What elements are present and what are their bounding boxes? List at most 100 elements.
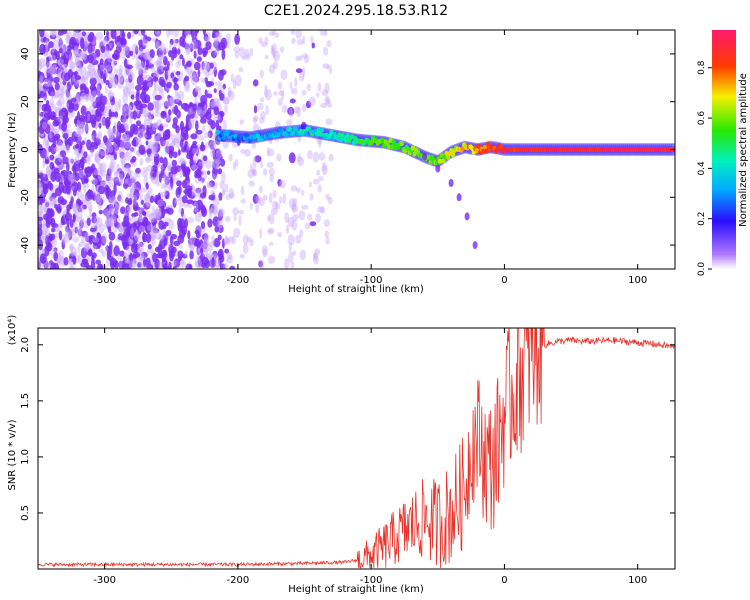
- noise-blob: [189, 243, 196, 250]
- noise-blob: [103, 73, 106, 84]
- noise-blob: [55, 69, 60, 75]
- noise-blob: [98, 122, 102, 129]
- noise-blob: [59, 144, 67, 153]
- noise-blob: [38, 179, 42, 188]
- noise-blob: [79, 204, 84, 214]
- noise-blob: [95, 217, 103, 228]
- noise-blob: [165, 139, 169, 145]
- noise-blob: [46, 164, 50, 176]
- noise-blob: [129, 188, 134, 199]
- noise-blob: [152, 121, 160, 129]
- noise-blob: [185, 173, 189, 182]
- noise-blob: [322, 161, 327, 172]
- noise-blob: [269, 241, 274, 247]
- noise-blob: [45, 42, 49, 53]
- noise-blob: [215, 158, 222, 165]
- noise-blob: [122, 123, 129, 129]
- noise-blob: [73, 118, 78, 125]
- noise-blob: [232, 79, 237, 90]
- track-point: [314, 131, 320, 137]
- noise-blob: [291, 204, 299, 213]
- noise-blob: [312, 178, 320, 185]
- noise-blob: [194, 213, 202, 223]
- x-tick-label: -100: [360, 575, 383, 586]
- noise-blob: [299, 229, 304, 238]
- noise-blob: [129, 223, 137, 234]
- noise-blob: [193, 201, 199, 213]
- noise-blob: [165, 115, 170, 123]
- noise-blob: [192, 103, 198, 112]
- noise-blob: [175, 61, 181, 69]
- noise-blob: [50, 143, 57, 155]
- noise-blob: [162, 229, 167, 237]
- noise-blob: [218, 209, 223, 222]
- noise-blob: [298, 72, 305, 82]
- noise-blob: [260, 110, 266, 120]
- noise-blob: [205, 160, 212, 169]
- noise-blob: [149, 195, 155, 203]
- noise-blob: [206, 182, 213, 189]
- noise-blob: [295, 55, 301, 62]
- noise-blob: [113, 176, 120, 186]
- noise-blob: [142, 231, 146, 243]
- noise-blob: [135, 132, 142, 143]
- noise-blob: [108, 72, 115, 83]
- y-tick-label: 0: [20, 146, 31, 152]
- noise-blob: [240, 198, 246, 204]
- noise-blob: [205, 111, 212, 120]
- noise-blob: [324, 95, 330, 106]
- noise-blob: [109, 95, 115, 102]
- noise-blob: [291, 219, 298, 231]
- noise-blob: [62, 117, 67, 126]
- noise-blob: [133, 258, 137, 264]
- snr-x-ticks: -300 -200 -100 0 100: [93, 328, 647, 586]
- noise-blob: [146, 82, 152, 88]
- noise-blob: [223, 263, 229, 269]
- noise-blob: [68, 243, 74, 251]
- noise-blob: [188, 238, 193, 248]
- snr-series-line: [38, 328, 675, 569]
- noise-blob: [85, 76, 89, 86]
- noise-blob: [90, 141, 95, 147]
- noise-blob: [152, 252, 158, 263]
- noise-blob: [299, 249, 307, 261]
- noise-blob: [39, 204, 43, 216]
- noise-blob: [212, 61, 217, 72]
- noise-blob: [197, 102, 205, 108]
- noise-blob: [171, 159, 177, 167]
- branch-point: [435, 164, 441, 173]
- noise-blob: [317, 184, 322, 194]
- noise-blob: [174, 137, 180, 148]
- noise-blob: [74, 130, 81, 137]
- noise-blob: [108, 217, 113, 224]
- noise-blob: [128, 81, 135, 90]
- noise-blob: [271, 207, 278, 216]
- noise-blob: [66, 32, 70, 44]
- noise-blob: [312, 252, 318, 261]
- noise-blob: [72, 30, 79, 38]
- noise-blob: [80, 105, 87, 116]
- noise-blob: [275, 202, 281, 210]
- noise-blob: [268, 192, 273, 204]
- noise-blob: [88, 234, 96, 241]
- noise-blob: [316, 206, 324, 213]
- noise-blob: [155, 99, 162, 111]
- noise-blob: [194, 30, 198, 38]
- noise-blob: [182, 30, 188, 38]
- noise-blob: [252, 167, 256, 174]
- noise-blob: [295, 68, 303, 74]
- noise-blob: [94, 151, 100, 162]
- noise-blob: [240, 185, 245, 196]
- noise-blob: [143, 258, 147, 267]
- noise-blob: [178, 206, 182, 214]
- noise-blob: [80, 236, 87, 244]
- noise-blob: [71, 181, 79, 193]
- noise-blob: [164, 68, 169, 81]
- noise-blob: [216, 98, 221, 109]
- noise-blob: [175, 89, 178, 97]
- noise-blob: [123, 78, 130, 83]
- noise-blob: [142, 50, 148, 58]
- noise-blob: [156, 59, 160, 71]
- noise-blob: [313, 253, 318, 259]
